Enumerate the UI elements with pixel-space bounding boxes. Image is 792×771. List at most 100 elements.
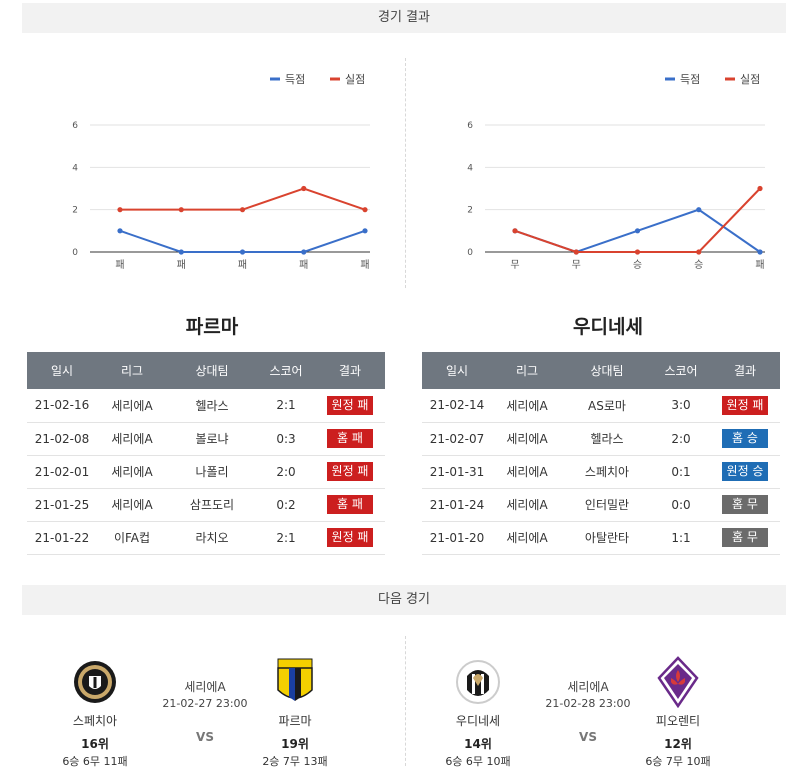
- score-cell: 3:0: [652, 389, 710, 423]
- score-cell: 2:1: [257, 521, 315, 555]
- results-section-header: 경기 결과: [22, 3, 786, 33]
- home-team[interactable]: 우디네세 14위 6승 6무 10패: [423, 650, 533, 769]
- y-tick-label: 6: [72, 121, 78, 131]
- table-header-row: 일시 리그 상대팀 스코어 결과: [27, 352, 385, 389]
- result-badge: 원정 패: [722, 395, 768, 415]
- series-scored-point: [178, 249, 184, 255]
- team-record: 6승 7무 10패: [645, 755, 711, 768]
- score-cell: 2:0: [652, 422, 710, 456]
- team-rank: 19위: [281, 737, 309, 751]
- header-score: 스코어: [257, 352, 315, 389]
- opponent-cell: 나폴리: [167, 455, 257, 489]
- team-rank: 14위: [464, 737, 492, 751]
- header-league: 리그: [97, 352, 167, 389]
- result-badge: 홈 승: [722, 429, 768, 448]
- header-date: 일시: [422, 352, 492, 389]
- result-badge: 홈 무: [722, 528, 768, 547]
- date-cell: 21-02-01: [27, 455, 97, 489]
- series-conceded-line: [120, 187, 366, 211]
- league-cell: 세리에A: [492, 488, 562, 522]
- score-cell: 2:1: [257, 389, 315, 423]
- series-conceded-point: [512, 228, 518, 234]
- result-cell: 홈 무: [710, 488, 780, 522]
- result-badge: 원정 패: [327, 395, 373, 415]
- opponent-cell: 볼로냐: [167, 422, 257, 456]
- legend-scored-label: 득점: [680, 73, 700, 86]
- table-row: 21-02-08 세리에A 볼로냐 0:3 홈 패: [27, 422, 385, 456]
- x-tick-label: 승: [694, 259, 703, 271]
- series-conceded-point: [301, 185, 307, 192]
- opponent-cell: 헬라스: [562, 422, 652, 456]
- right-results-table: 일시 리그 상대팀 스코어 결과 21-02-14 세리에A AS로마 3:0 원정 패…: [422, 352, 780, 555]
- next-match-left: 스페치아 16위 6승 6무 11패 세리에A 21-02-27 23:00 V…: [30, 650, 390, 768]
- opponent-cell: 삼프도리: [167, 488, 257, 522]
- team-name: 피오렌티: [655, 714, 701, 728]
- opponent-cell: 아탈란타: [562, 521, 652, 555]
- away-team[interactable]: 파르마 19위 2승 7무 13패: [240, 650, 350, 769]
- header-opponent: 상대팀: [167, 352, 257, 389]
- table-row: 21-01-31 세리에A 스페치아 0:1 원정 승: [422, 455, 780, 489]
- right-team-chart: 득점 실점 0 2 4 6 무 무 승 승 패: [435, 60, 792, 280]
- score-cell: 2:0: [257, 455, 315, 489]
- league-cell: 세리에A: [492, 389, 562, 423]
- match-league: 세리에A: [184, 680, 226, 694]
- series-conceded-line: [514, 187, 761, 253]
- team-name: 우디네세: [455, 714, 501, 728]
- y-tick-label: 6: [467, 121, 473, 131]
- next-match-section-header: 다음 경기: [22, 585, 786, 615]
- header-score: 스코어: [652, 352, 710, 389]
- match-info: 세리에A 21-02-27 23:00 VS: [150, 678, 260, 744]
- header-result: 결과: [315, 352, 385, 389]
- left-team-chart: 득점 실점 0 2 4 6 패 패 패 패 패: [40, 60, 400, 280]
- table-row: 21-01-22 이FA컵 라치오 2:1 원정 패: [27, 521, 385, 555]
- table-row: 21-02-14 세리에A AS로마 3:0 원정 패: [422, 389, 780, 423]
- series-scored-point: [301, 249, 307, 255]
- home-team[interactable]: 스페치아 16위 6승 6무 11패: [40, 650, 150, 769]
- udinese-crest-icon: [456, 660, 500, 704]
- series-scored-point: [117, 228, 123, 234]
- result-cell: 원정 패: [315, 389, 385, 423]
- result-cell: 홈 패: [315, 488, 385, 522]
- x-tick-label: 승: [633, 259, 642, 271]
- header-date: 일시: [27, 352, 97, 389]
- date-cell: 21-02-07: [422, 422, 492, 456]
- vs-label: VS: [196, 730, 214, 744]
- date-cell: 21-02-08: [27, 422, 97, 456]
- team-record: 2승 7무 13패: [262, 755, 328, 768]
- match-datetime: 21-02-27 23:00: [162, 697, 248, 710]
- opponent-cell: AS로마: [562, 389, 652, 423]
- series-conceded-point: [362, 207, 368, 213]
- league-cell: 세리에A: [492, 455, 562, 489]
- date-cell: 21-01-31: [422, 455, 492, 489]
- league-cell: 이FA컵: [97, 521, 167, 555]
- y-tick-label: 4: [467, 163, 473, 173]
- series-scored-point: [757, 249, 763, 255]
- result-cell: 원정 패: [315, 455, 385, 489]
- team-record: 6승 6무 10패: [445, 755, 511, 768]
- table-row: 21-01-20 세리에A 아탈란타 1:1 홈 무: [422, 521, 780, 555]
- league-cell: 세리에A: [97, 455, 167, 489]
- series-conceded-point: [239, 207, 246, 213]
- score-cell: 1:1: [652, 521, 710, 555]
- x-tick-label: 패: [177, 259, 186, 271]
- date-cell: 21-01-22: [27, 521, 97, 555]
- table-header-row: 일시 리그 상대팀 스코어 결과: [422, 352, 780, 389]
- x-tick-label: 패: [238, 259, 247, 271]
- league-cell: 세리에A: [97, 389, 167, 423]
- result-cell: 홈 패: [315, 422, 385, 456]
- series-conceded-point: [117, 207, 123, 213]
- x-tick-label: 패: [299, 259, 308, 271]
- team-name: 스페치아: [72, 714, 118, 728]
- league-cell: 세리에A: [492, 422, 562, 456]
- match-datetime: 21-02-28 23:00: [545, 697, 631, 710]
- right-team-title: 우디네세: [573, 316, 643, 338]
- league-cell: 세리에A: [97, 422, 167, 456]
- opponent-cell: 스페치아: [562, 455, 652, 489]
- y-tick-label: 2: [467, 206, 473, 216]
- score-cell: 0:1: [652, 455, 710, 489]
- series-scored-point: [696, 207, 702, 213]
- date-cell: 21-01-20: [422, 521, 492, 555]
- away-team[interactable]: 피오렌티 12위 6승 7무 10패: [623, 650, 733, 769]
- vs-label: VS: [579, 730, 597, 744]
